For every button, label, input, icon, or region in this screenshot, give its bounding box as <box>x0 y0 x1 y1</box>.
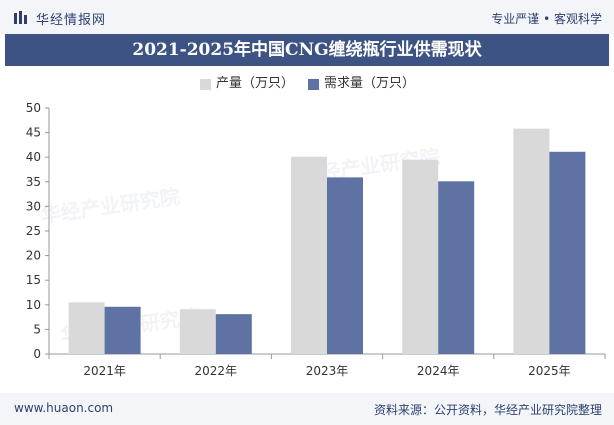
chart-title: 2021-2025年中国CNG缠绕瓶行业供需现状 <box>132 40 482 60</box>
y-tick-label: 15 <box>26 273 41 287</box>
top-header-bar: 华经情报网 专业严谨 • 客观科学 <box>0 0 614 34</box>
x-tick-label: 2025年 <box>528 364 571 378</box>
y-tick-label: 35 <box>26 175 41 189</box>
y-tick-label: 10 <box>26 298 41 312</box>
y-tick-label: 25 <box>26 224 41 238</box>
legend-label-production: 产量（万只） <box>216 76 295 91</box>
y-tick-label: 5 <box>33 322 41 336</box>
bar-demand <box>549 151 586 354</box>
bar-production <box>68 302 105 354</box>
y-tick-label: 50 <box>26 101 41 115</box>
brand-logo-icon <box>14 11 27 24</box>
chart-title-bar: 2021-2025年中国CNG缠绕瓶行业供需现状 <box>5 34 609 66</box>
y-tick-label: 30 <box>26 199 41 213</box>
legend-label-demand: 需求量（万只） <box>324 76 416 91</box>
x-tick-label: 2023年 <box>306 364 349 378</box>
footer-bar: www.huaon.com 资料来源：公开资料，华经产业研究院整理 <box>0 393 614 425</box>
y-tick-label: 0 <box>33 347 41 361</box>
bar-demand <box>104 306 141 354</box>
y-tick-label: 45 <box>26 126 41 140</box>
bar-production <box>402 159 439 354</box>
x-tick-label: 2021年 <box>83 364 126 378</box>
bar-production <box>291 156 327 354</box>
legend-swatch-demand <box>308 79 319 90</box>
bar-demand <box>215 314 252 354</box>
y-tick-label: 20 <box>26 249 41 263</box>
x-tick-label: 2022年 <box>195 364 238 378</box>
brand-name: 华经情报网 <box>36 13 107 28</box>
legend-swatch-production <box>200 79 211 90</box>
website-url: www.huaon.com <box>14 401 114 415</box>
x-tick-label: 2024年 <box>417 364 460 378</box>
bar-demand <box>438 181 475 354</box>
brand-tagline: 专业严谨 • 客观科学 <box>491 12 602 26</box>
bar-demand <box>327 177 363 354</box>
data-source-note: 资料来源：公开资料，华经产业研究院整理 <box>373 403 602 417</box>
bar-production <box>179 309 216 354</box>
bar-production <box>513 128 550 354</box>
y-tick-label: 40 <box>26 150 41 164</box>
chart-plot: 0 5 10 15 20 25 30 35 40 45 50 2021年 2022年 2023年 2024年… <box>26 101 606 378</box>
